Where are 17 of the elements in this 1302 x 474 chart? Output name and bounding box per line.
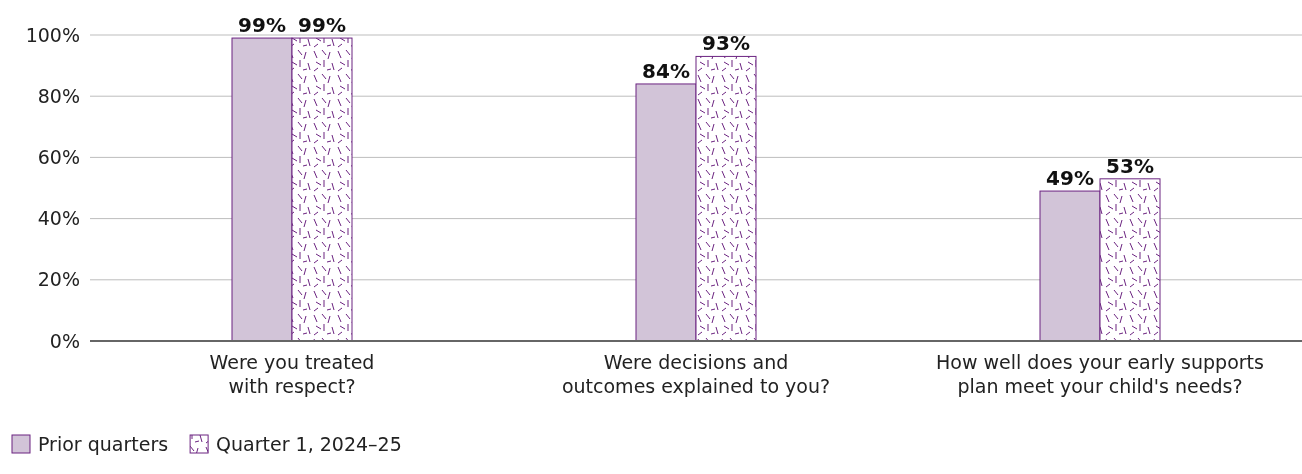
text: 53%	[1106, 153, 1154, 178]
legend-label: Prior quarters	[38, 433, 169, 455]
text: 84%	[642, 58, 690, 83]
legend-label: Quarter 1, 2024–25	[216, 433, 402, 455]
y-tick-label: 0%	[49, 329, 80, 352]
y-tick-label: 100%	[25, 23, 80, 46]
y-tick-label: 80%	[37, 84, 80, 107]
y-tick-label: 60%	[37, 145, 80, 168]
y-tick-label: 20%	[37, 268, 80, 291]
text: 99%	[298, 13, 346, 38]
y-tick-label: 40%	[37, 207, 80, 230]
text: 49%	[1046, 166, 1094, 191]
text: 99%	[238, 13, 286, 38]
x-tick-label: How well does your early supports plan meet your child's needs?	[936, 351, 1264, 397]
x-tick-label: Were decisions and outcomes explained to you?	[561, 351, 831, 397]
text: 93%	[702, 31, 750, 56]
x-tick-label: Were you treated with respect?	[209, 351, 375, 397]
